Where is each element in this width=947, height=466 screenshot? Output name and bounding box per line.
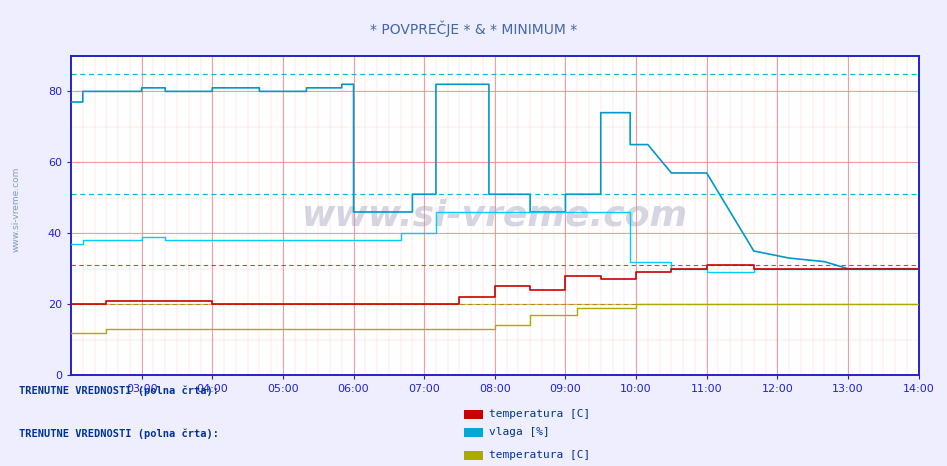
Text: TRENUTNE VREDNOSTI (polna črta):: TRENUTNE VREDNOSTI (polna črta): — [19, 428, 219, 439]
Text: temperatura [C]: temperatura [C] — [489, 450, 590, 460]
Text: temperatura [C]: temperatura [C] — [489, 409, 590, 419]
Text: www.si-vreme.com: www.si-vreme.com — [11, 167, 21, 253]
Text: www.si-vreme.com: www.si-vreme.com — [302, 199, 688, 233]
Text: vlaga [%]: vlaga [%] — [489, 427, 549, 437]
Text: TRENUTNE VREDNOSTI (polna črta):: TRENUTNE VREDNOSTI (polna črta): — [19, 385, 219, 396]
Text: * POVPREČJE * & * MINIMUM *: * POVPREČJE * & * MINIMUM * — [370, 21, 577, 37]
